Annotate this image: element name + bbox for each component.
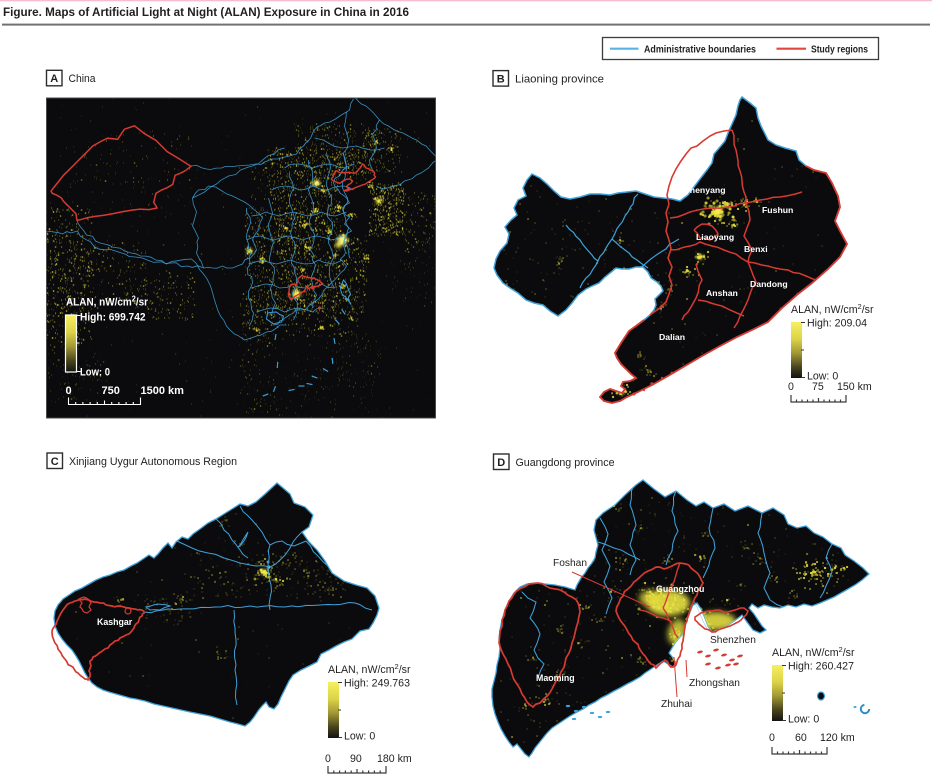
- svg-text:60: 60: [795, 732, 807, 744]
- svg-text:Guangzhou: Guangzhou: [656, 584, 704, 594]
- svg-text:Liaoning province: Liaoning province: [515, 73, 604, 85]
- svg-text:180 km: 180 km: [377, 753, 412, 765]
- svg-text:Low: 0: Low: 0: [807, 371, 838, 383]
- svg-text:Dandong: Dandong: [750, 279, 788, 289]
- svg-text:Shenzhen: Shenzhen: [710, 635, 756, 646]
- svg-text:High: 260.427: High: 260.427: [788, 661, 854, 673]
- svg-text:Low: 0: Low: 0: [788, 714, 819, 726]
- svg-text:ALAN, nW/cm2/sr: ALAN, nW/cm2/sr: [791, 302, 874, 316]
- svg-text:China: China: [69, 73, 97, 85]
- svg-text:C: C: [51, 456, 59, 468]
- svg-text:Figure. Maps of Artificial Lig: Figure. Maps of Artificial Light at Nigh…: [3, 5, 409, 19]
- svg-text:ALAN, nW/cm2/sr: ALAN, nW/cm2/sr: [328, 662, 411, 676]
- svg-text:Fushun: Fushun: [762, 205, 793, 215]
- svg-text:Xinjiang Uygur Autonomous Regi: Xinjiang Uygur Autonomous Region: [69, 456, 237, 468]
- svg-text:High: 249.763: High: 249.763: [344, 678, 410, 690]
- svg-text:Kashgar: Kashgar: [97, 617, 133, 627]
- svg-text:150 km: 150 km: [837, 381, 872, 393]
- svg-text:Study regions: Study regions: [811, 45, 868, 56]
- svg-text:Maoming: Maoming: [536, 673, 575, 683]
- svg-text:Low: 0: Low: 0: [80, 367, 110, 379]
- svg-text:ALAN, nW/cm2/sr: ALAN, nW/cm2/sr: [772, 645, 855, 659]
- svg-text:0: 0: [788, 381, 794, 393]
- svg-text:Administrative boundaries: Administrative boundaries: [644, 45, 756, 56]
- svg-text:A: A: [50, 73, 58, 85]
- svg-text:Zhongshan: Zhongshan: [689, 678, 740, 689]
- svg-text:90: 90: [350, 753, 362, 765]
- svg-text:Anshan: Anshan: [706, 288, 738, 298]
- svg-text:750: 750: [102, 385, 120, 397]
- svg-text:Foshan: Foshan: [553, 558, 587, 569]
- svg-text:Low: 0: Low: 0: [344, 731, 375, 743]
- svg-text:Guangdong province: Guangdong province: [516, 457, 615, 469]
- svg-text:Dalian: Dalian: [659, 332, 685, 342]
- svg-text:Zhuhai: Zhuhai: [661, 699, 692, 710]
- svg-text:High: 699.742: High: 699.742: [80, 312, 146, 324]
- svg-text:Liaoyang: Liaoyang: [696, 232, 734, 242]
- svg-text:D: D: [497, 457, 505, 469]
- svg-text:High: 209.04: High: 209.04: [807, 318, 867, 330]
- svg-text:Shenyang: Shenyang: [684, 185, 726, 195]
- svg-text:75: 75: [812, 381, 824, 393]
- svg-text:0: 0: [66, 385, 72, 397]
- svg-text:0: 0: [769, 732, 775, 744]
- svg-text:B: B: [497, 73, 505, 85]
- svg-text:1500 km: 1500 km: [141, 385, 185, 397]
- svg-text:0: 0: [325, 753, 331, 765]
- svg-text:120 km: 120 km: [820, 732, 855, 744]
- svg-text:ALAN, nW/cm2/sr: ALAN, nW/cm2/sr: [66, 295, 149, 309]
- svg-text:Benxi: Benxi: [744, 244, 768, 254]
